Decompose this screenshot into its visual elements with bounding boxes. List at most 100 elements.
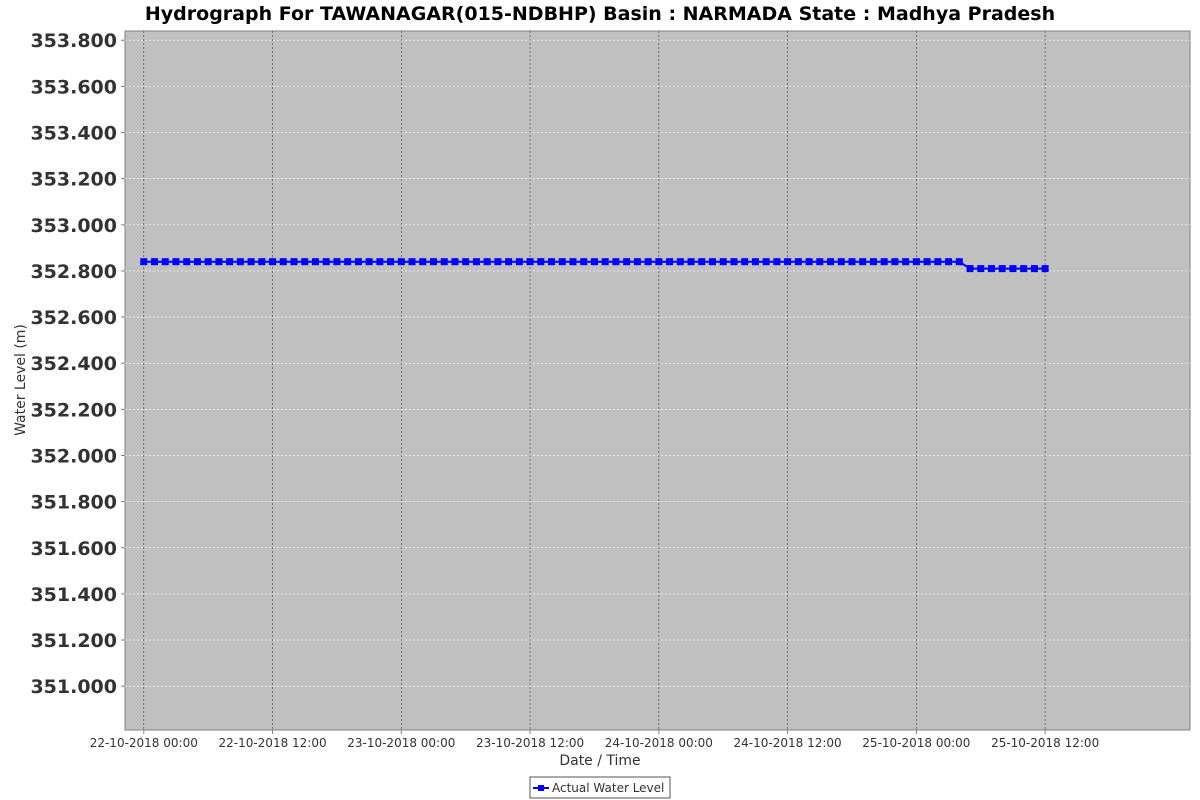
- data-point: [172, 258, 180, 266]
- data-point: [741, 258, 749, 266]
- data-point: [612, 258, 620, 266]
- data-point: [762, 258, 770, 266]
- data-point: [483, 258, 491, 266]
- data-point: [837, 258, 845, 266]
- data-point: [751, 258, 759, 266]
- data-point: [784, 258, 792, 266]
- legend-entry-label: Actual Water Level: [552, 781, 664, 795]
- data-point: [1020, 265, 1028, 273]
- grid-lines: [125, 31, 1190, 730]
- data-point: [537, 258, 545, 266]
- x-tick-label: 22-10-2018 12:00: [218, 736, 326, 750]
- data-point: [805, 258, 813, 266]
- chart-title: Hydrograph For TAWANAGAR(015-NDBHP) Basi…: [145, 3, 1055, 25]
- data-point: [215, 258, 223, 266]
- data-point: [569, 258, 577, 266]
- data-point: [580, 258, 588, 266]
- data-point: [730, 258, 738, 266]
- data-point: [644, 258, 652, 266]
- data-point: [987, 265, 995, 273]
- series-actual-water-level: [140, 258, 1049, 273]
- y-tick-label: 353.000: [30, 215, 117, 237]
- data-point: [945, 258, 953, 266]
- data-point: [698, 258, 706, 266]
- data-point: [687, 258, 695, 266]
- data-point: [365, 258, 373, 266]
- data-point: [204, 258, 212, 266]
- x-tick-label: 23-10-2018 12:00: [476, 736, 584, 750]
- data-point: [934, 258, 942, 266]
- data-point: [258, 258, 266, 266]
- data-point: [344, 258, 352, 266]
- data-point: [354, 258, 362, 266]
- data-point: [633, 258, 641, 266]
- y-tick-label: 352.000: [30, 445, 117, 467]
- legend: Actual Water Level: [529, 776, 671, 799]
- y-tick-label: 352.800: [30, 261, 117, 283]
- data-point: [322, 258, 330, 266]
- data-point: [655, 258, 663, 266]
- data-point: [183, 258, 191, 266]
- data-point: [794, 258, 802, 266]
- data-point: [548, 258, 556, 266]
- data-point: [869, 258, 877, 266]
- data-point: [333, 258, 341, 266]
- data-point: [226, 258, 234, 266]
- x-tick-label: 24-10-2018 00:00: [605, 736, 713, 750]
- data-point: [827, 258, 835, 266]
- data-point: [880, 258, 888, 266]
- x-tick-label: 24-10-2018 12:00: [734, 736, 842, 750]
- y-tick-label: 351.800: [30, 492, 117, 514]
- legend-box: [529, 776, 671, 799]
- x-tick-label: 25-10-2018 12:00: [991, 736, 1099, 750]
- data-point: [505, 258, 513, 266]
- data-point: [955, 258, 963, 266]
- x-axis-label: Date / Time: [559, 753, 640, 769]
- y-tick-label: 352.200: [30, 399, 117, 421]
- data-point: [1030, 265, 1038, 273]
- data-point: [387, 258, 395, 266]
- data-point: [966, 265, 974, 273]
- data-point: [151, 258, 159, 266]
- data-point: [1041, 265, 1049, 273]
- data-point: [247, 258, 255, 266]
- data-point: [311, 258, 319, 266]
- data-point: [279, 258, 287, 266]
- data-point: [666, 258, 674, 266]
- y-tick-label: 351.400: [30, 584, 117, 606]
- y-tick-label: 353.200: [30, 169, 117, 191]
- y-tick-label: 353.800: [30, 30, 117, 52]
- data-point: [816, 258, 824, 266]
- y-tick-label: 353.400: [30, 123, 117, 145]
- data-point: [419, 258, 427, 266]
- data-point: [193, 258, 201, 266]
- y-tick-label: 353.600: [30, 76, 117, 98]
- data-point: [462, 258, 470, 266]
- data-point: [676, 258, 684, 266]
- x-tick-label: 22-10-2018 00:00: [90, 736, 198, 750]
- data-point: [440, 258, 448, 266]
- data-point: [161, 258, 169, 266]
- data-point: [269, 258, 277, 266]
- data-point: [397, 258, 405, 266]
- y-tick-label: 351.000: [30, 676, 117, 698]
- data-point: [923, 258, 931, 266]
- data-point: [376, 258, 384, 266]
- data-point: [290, 258, 298, 266]
- data-point: [912, 258, 920, 266]
- data-point: [526, 258, 534, 266]
- data-point: [773, 258, 781, 266]
- data-point: [623, 258, 631, 266]
- data-point: [494, 258, 502, 266]
- x-tick-label: 23-10-2018 00:00: [347, 736, 455, 750]
- data-point: [998, 265, 1006, 273]
- data-point: [590, 258, 598, 266]
- y-axis-label: Water Level (m): [13, 324, 29, 436]
- legend-marker-swatch: [538, 785, 544, 791]
- data-point: [977, 265, 985, 273]
- data-point: [236, 258, 244, 266]
- data-point: [848, 258, 856, 266]
- data-point: [472, 258, 480, 266]
- data-point: [902, 258, 910, 266]
